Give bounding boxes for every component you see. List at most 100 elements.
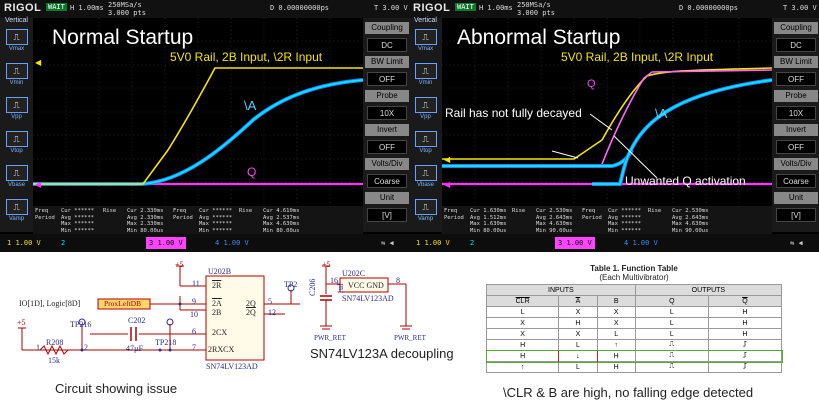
svg-text:◀: ◀ xyxy=(35,180,42,189)
bwlimit-value[interactable]: OFF xyxy=(367,72,407,86)
net-label-box xyxy=(97,298,151,310)
measure-vbase-button[interactable]: ⎍ Vbase xyxy=(411,162,440,192)
unit-value[interactable]: [V] xyxy=(367,208,407,222)
timebase: H 1.00ms xyxy=(70,4,104,12)
channel-3[interactable]: 3 1.00 V xyxy=(146,237,186,249)
chip-ref: U202C xyxy=(342,269,366,278)
probe-value[interactable]: 10X xyxy=(367,106,407,120)
pin-number: 7 xyxy=(192,343,196,352)
pin-label-a: 2A xyxy=(212,299,222,308)
trace-q xyxy=(601,69,772,165)
measure-vpp-button[interactable]: ⎍ Vpp xyxy=(2,94,31,124)
chip-u202b xyxy=(205,275,265,361)
coupling-title: Coupling xyxy=(774,22,818,34)
memory-depth: 3.000 pts xyxy=(108,9,146,17)
coupling-value[interactable]: DC xyxy=(367,38,407,52)
unit-value[interactable]: [V] xyxy=(776,208,816,222)
pulse-icon: ⎍ xyxy=(414,131,437,147)
pulse-icon: ⎍ xyxy=(5,165,28,181)
side-header: Vertical xyxy=(5,17,28,24)
channel-1[interactable]: 1 1.00 V xyxy=(416,239,450,247)
voltsdiv-title: Volts/Div xyxy=(774,158,818,170)
pulse-icon: ⎍ xyxy=(5,199,28,215)
meas-label: Rise xyxy=(648,208,662,214)
pin-label-cx: 2CX xyxy=(212,328,228,337)
probe-value[interactable]: 10X xyxy=(776,106,816,120)
voltsdiv-value[interactable]: Coarse xyxy=(776,174,816,188)
cap-value: 1uF xyxy=(336,281,345,294)
measure-vtop-button[interactable]: ⎍ Vtop xyxy=(2,128,31,158)
scope-subtitle: 5V0 Rail, 2B Input, \2R Input xyxy=(170,50,323,64)
annotation-q: Unwanted Q activation xyxy=(625,174,746,188)
measure-vtop-button[interactable]: ⎍ Vtop xyxy=(411,128,440,158)
pulse-icon: ⎍ xyxy=(414,29,437,45)
chip-part: SN74LV123AD xyxy=(206,362,258,371)
pin-number: 6 xyxy=(192,327,196,336)
scope-abnormal-startup: RIGOL WAIT H 1.00ms 250MSa/s 3.000 pts D… xyxy=(409,0,819,252)
net-label: ProxLeftDB xyxy=(104,299,142,308)
pin-label-qn: 2Q xyxy=(246,308,256,317)
channel-bar: 1 1.00 V 2 3 1.00 V 4 1.00 V ⇆ ◀ xyxy=(409,234,819,252)
status-badge: WAIT xyxy=(455,3,476,11)
meas-values: Cur 4.610ms Avg 2.537ms Max 4.630ms Min … xyxy=(263,208,300,234)
channel-2[interactable]: 2 xyxy=(61,239,66,247)
pin-label-b: 2B xyxy=(212,308,222,317)
pwr-ret-label: PWR_RET xyxy=(394,334,426,342)
chip-ref: U202B xyxy=(208,267,232,276)
meas-label: Freq Period xyxy=(35,208,55,221)
testpoint-icon xyxy=(78,318,86,326)
pulse-icon: ⎍ xyxy=(5,29,28,45)
delay-readout: D 0.00000000ps xyxy=(270,4,330,12)
bwlimit-value[interactable]: OFF xyxy=(776,72,816,86)
channel-3[interactable]: 3 1.00 V xyxy=(555,237,595,249)
voltsdiv-title: Volts/Div xyxy=(365,158,409,170)
pin-label-r: 2R xyxy=(212,281,222,290)
pin-label-rcx: 2RXCX xyxy=(208,345,235,354)
supply-label: +5 xyxy=(17,318,26,327)
measure-sidebar: Vertical ⎍ Vmax ⎍ Vmin ⎍ Vpp ⎍ Vtop ⎍ Vbase ⎍… xyxy=(409,17,442,232)
bwlimit-title: BW Limit xyxy=(365,56,409,68)
scope-topbar: RIGOL WAIT H 1.00ms 250MSa/s 3.000 pts D… xyxy=(0,0,410,18)
meas-values: Cur ****** Avg ****** Max ****** Min ***… xyxy=(608,208,642,234)
pulse-icon: ⎍ xyxy=(414,165,437,181)
invert-value[interactable]: OFF xyxy=(776,140,816,154)
side-header: Vertical xyxy=(414,17,437,24)
trace-a-ch2 xyxy=(592,79,772,185)
chip-part: SN74LV123AD xyxy=(342,294,394,303)
measure-vmin-button[interactable]: ⎍ Vmin xyxy=(2,60,31,90)
pin-label-q: 2Q xyxy=(246,299,256,308)
measure-vmax-button[interactable]: ⎍ Vmax xyxy=(2,26,31,56)
pin-number: 12 xyxy=(268,308,276,317)
testpoint-label: TP218 xyxy=(155,338,177,347)
measure-vamp-button[interactable]: ⎍ Vamp xyxy=(411,196,440,226)
col-qn: Q xyxy=(707,295,783,307)
measure-vbase-button[interactable]: ⎍ Vbase xyxy=(2,162,31,192)
svg-text:◀: ◀ xyxy=(444,180,451,189)
channel-4[interactable]: 4 1.00 V xyxy=(624,239,658,247)
circuit-schematic xyxy=(18,265,300,361)
col-a: A xyxy=(558,295,598,307)
trigger-readout: T 3.00 V xyxy=(783,4,817,12)
node-label: 1 xyxy=(36,343,40,352)
measurement-panel: Freq Period Cur ****** Avg ****** Max **… xyxy=(33,206,363,234)
channel-4[interactable]: 4 1.00 V xyxy=(215,239,249,247)
testpoint-label: TP2 xyxy=(284,280,298,289)
meas-label: Rise xyxy=(239,208,253,214)
pin-label-vcc-gnd: VCC GND xyxy=(348,281,384,290)
coupling-value[interactable]: DC xyxy=(776,38,816,52)
channel-2[interactable]: 2 xyxy=(470,239,475,247)
measure-vamp-button[interactable]: ⎍ Vamp xyxy=(2,196,31,226)
scope-subtitle: 5V0 Rail, 2B Input, \2R Input xyxy=(561,50,714,64)
sample-rate: 250MSa/s xyxy=(108,1,142,9)
supply-label: +5 xyxy=(322,260,331,269)
measure-vmin-button[interactable]: ⎍ Vmin xyxy=(411,60,440,90)
invert-value[interactable]: OFF xyxy=(367,140,407,154)
measure-vmax-button[interactable]: ⎍ Vmax xyxy=(411,26,440,56)
unit-title: Unit xyxy=(365,192,409,204)
meas-label: Rise xyxy=(512,208,526,214)
channel-1[interactable]: 1 1.00 V xyxy=(7,239,41,247)
measure-vpp-button[interactable]: ⎍ Vpp xyxy=(411,94,440,124)
voltsdiv-value[interactable]: Coarse xyxy=(367,174,407,188)
